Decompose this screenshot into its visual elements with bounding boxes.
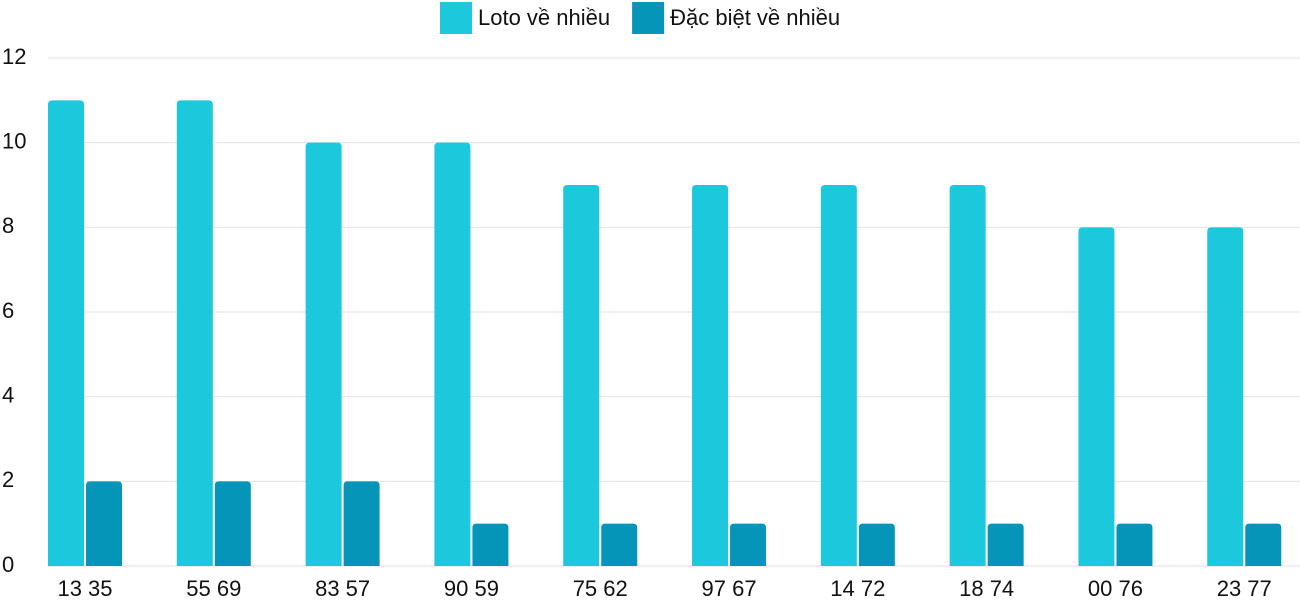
bar <box>434 142 471 566</box>
x-tick-label: 13 35 <box>57 576 112 600</box>
bar <box>1207 227 1244 567</box>
bar <box>730 523 767 566</box>
x-tick-label: 75 62 <box>573 576 628 600</box>
bar <box>987 523 1024 566</box>
bar <box>949 185 986 566</box>
legend-label: Đặc biệt về nhiều <box>670 5 840 30</box>
legend-label: Loto về nhiều <box>478 5 610 30</box>
bar <box>820 185 857 566</box>
x-tick-label: 83 57 <box>315 576 370 600</box>
bar <box>858 523 895 566</box>
bar <box>472 523 509 566</box>
bar <box>692 185 729 566</box>
y-tick-label: 6 <box>2 298 14 323</box>
x-tick-label: 00 76 <box>1088 576 1143 600</box>
y-tick-label: 4 <box>2 382 14 407</box>
legend-swatch <box>440 2 472 34</box>
bar <box>601 523 638 566</box>
y-tick-label: 2 <box>2 467 14 492</box>
x-tick-label: 90 59 <box>444 576 499 600</box>
x-tick-label: 55 69 <box>186 576 241 600</box>
x-tick-label: 18 74 <box>959 576 1014 600</box>
y-tick-label: 0 <box>2 552 14 577</box>
bar <box>1245 523 1282 566</box>
bar <box>305 142 342 566</box>
bar <box>1078 227 1115 567</box>
bar <box>1116 523 1153 566</box>
bar <box>214 481 251 566</box>
legend-swatch <box>632 2 665 34</box>
bar <box>563 185 600 566</box>
bar <box>86 481 122 566</box>
bar <box>343 481 380 566</box>
x-tick-label: 97 67 <box>702 576 757 600</box>
x-tick-label: 23 77 <box>1217 576 1272 600</box>
y-tick-label: 8 <box>2 213 14 238</box>
bar <box>176 100 213 566</box>
x-tick-label: 14 72 <box>830 576 885 600</box>
bar <box>48 100 84 566</box>
y-tick-label: 10 <box>2 128 26 153</box>
y-tick-label: 12 <box>2 44 26 69</box>
